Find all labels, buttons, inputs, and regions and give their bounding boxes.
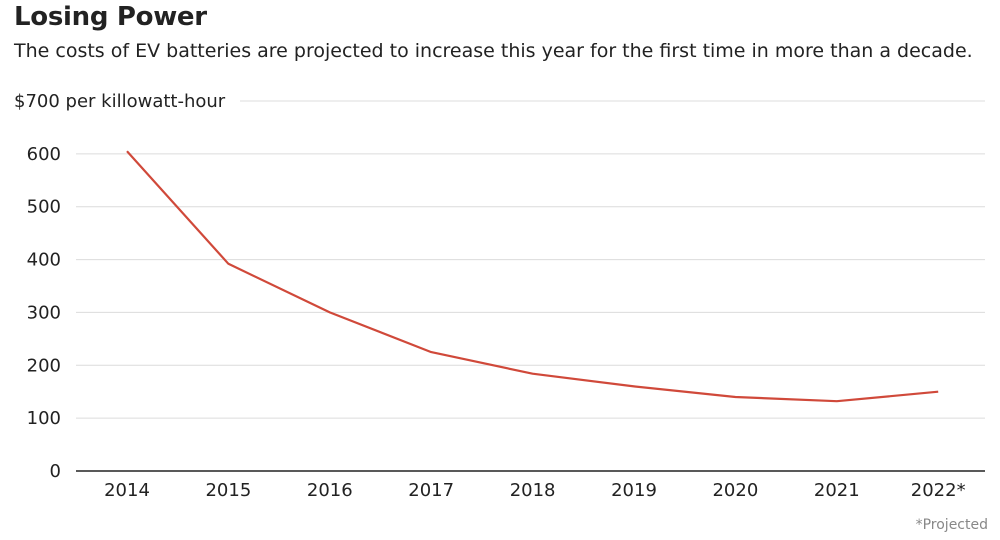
x-tick-label: 2016	[307, 480, 353, 501]
footnote: *Projected	[915, 517, 988, 533]
y-axis-unit-label: $700 per killowatt-hour	[14, 91, 226, 112]
x-tick-label: 2018	[510, 480, 556, 501]
x-tick-label: 2020	[712, 480, 758, 501]
y-tick-label: 600	[27, 144, 61, 165]
chart-title: Losing Power	[14, 2, 207, 32]
chart-subtitle: The costs of EV batteries are projected …	[14, 40, 973, 62]
x-tick-label: 2015	[205, 480, 251, 501]
y-tick-label: 300	[27, 302, 61, 323]
x-tick-label: 2014	[104, 480, 150, 501]
y-axis-ticks: 0 100 200 300 400 500 600	[27, 144, 61, 482]
gridlines	[76, 100, 985, 419]
y-tick-label: 200	[27, 355, 61, 376]
y-tick-label: 0	[50, 461, 61, 482]
x-axis-ticks: 2014 2015 2016 2017 2018 2019 2020 2021 2022*	[104, 480, 966, 501]
x-tick-label: 2017	[408, 480, 454, 501]
y-tick-label: 100	[27, 408, 61, 429]
y-tick-label: 400	[27, 250, 61, 271]
x-tick-label: 2021	[814, 480, 860, 501]
series-line	[126, 150, 939, 403]
x-tick-label: 2019	[611, 480, 657, 501]
y-tick-label: 500	[27, 197, 61, 218]
x-tick-label: 2022*	[911, 480, 966, 501]
